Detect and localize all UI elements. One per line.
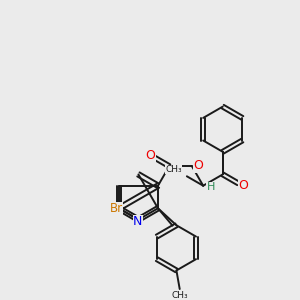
- Text: O: O: [238, 179, 248, 192]
- Text: CH₃: CH₃: [172, 291, 189, 300]
- Text: CH₃: CH₃: [165, 165, 182, 174]
- Text: N: N: [133, 215, 142, 228]
- Text: H: H: [206, 182, 215, 192]
- Text: O: O: [193, 159, 203, 172]
- Text: O: O: [145, 149, 155, 162]
- Text: Br: Br: [110, 202, 123, 215]
